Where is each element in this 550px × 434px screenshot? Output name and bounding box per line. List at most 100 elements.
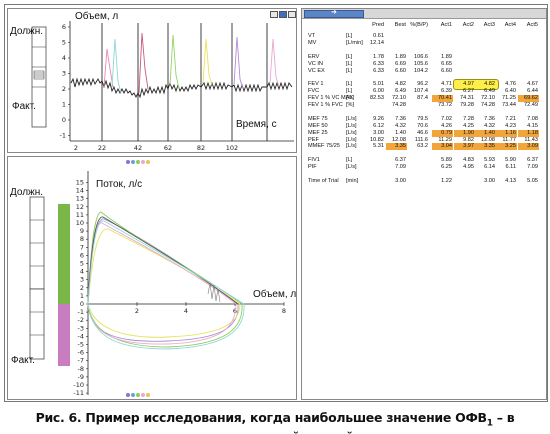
table-cell: 1.40	[484, 129, 495, 136]
fv-ytick-label: -1	[78, 308, 84, 316]
vt-xtick-label: 102	[226, 144, 238, 152]
fv-xlabel: Объем, л	[253, 288, 296, 300]
curve-selector-6[interactable]	[126, 393, 130, 397]
curve-selector-7[interactable]	[131, 393, 135, 397]
table-cell: 6.27	[463, 88, 474, 95]
table-cell: 4.67	[527, 81, 538, 88]
out-of-range-highlight	[454, 143, 475, 151]
table-cell: 4.82	[484, 81, 495, 88]
table-cell: 5.93	[484, 157, 495, 164]
table-cell: 6.69	[395, 60, 406, 67]
table-cell: 104.2	[414, 67, 428, 74]
table-cell: 79.28	[460, 102, 474, 108]
table-cell: 4.23	[505, 122, 516, 129]
close-view-button[interactable]	[288, 11, 296, 18]
table-cell: 1.18	[527, 129, 538, 136]
flow-volume-panel: 15 14 13 12 11 10 9 8 7 6 5 4 3 2 1 0 -1 -2 -3 -4 -5 -6 -7 -8 -9…	[7, 156, 297, 400]
pred-green-bar	[58, 204, 70, 304]
table-param-label: Time of Trial	[308, 177, 339, 184]
fv-ytick-label: 13	[76, 195, 84, 203]
table-menu-button[interactable]: ➜	[304, 9, 364, 18]
table-cell: 4.71	[441, 81, 452, 88]
curve-selector-4[interactable]	[141, 160, 145, 164]
vt-ytick-label: 4	[62, 54, 66, 62]
table-cell: 82.53	[370, 95, 384, 102]
table-cell: 6.12	[373, 122, 384, 129]
out-of-range-highlight	[386, 143, 407, 151]
fv-ytick-label: 11	[76, 211, 84, 219]
fv-ytick-label: -6	[78, 349, 84, 357]
zoom-in-button[interactable]	[279, 11, 287, 18]
table-cell: 9.82	[463, 136, 474, 143]
curve-selector-1[interactable]	[126, 160, 130, 164]
vt-act-label: Факт.	[12, 101, 36, 112]
table-cell: 6.33	[373, 60, 384, 67]
table-cell: 0.61	[373, 33, 384, 39]
vt-xtick-label: 82	[197, 144, 205, 152]
table-cell: 74.31	[460, 95, 474, 102]
table-cell: 6.11	[505, 164, 516, 171]
table-cell: 70.41	[438, 95, 452, 102]
curve-selector-5[interactable]	[146, 160, 150, 164]
table-unit-label: [L]	[346, 53, 353, 60]
vt-ytick-label: -1	[60, 132, 66, 140]
vt-ytick-label: 2	[62, 85, 66, 93]
table-cell: 4.25	[463, 122, 474, 129]
table-cell: 6.39	[441, 88, 452, 95]
table-header-act4: Act4	[504, 22, 516, 28]
table-cell: 1.90	[463, 129, 474, 136]
table-cell: 6.33	[373, 67, 384, 74]
table-cell: 7.36	[395, 115, 406, 122]
act-pink-bar	[58, 304, 70, 366]
table-cell: 3.00	[484, 177, 495, 184]
table-header-act5: Act5	[526, 22, 538, 28]
fv-ytick-label: -5	[78, 341, 84, 349]
table-cell: 73.44	[502, 102, 516, 108]
out-of-range-highlight	[454, 129, 475, 137]
table-cell: 11.43	[524, 136, 538, 143]
table-param-label: MV	[308, 39, 317, 46]
table-cell: 106.6	[414, 53, 428, 60]
table-cell: 6.14	[484, 164, 495, 171]
table-unit-label: [L]	[346, 81, 353, 88]
curve-selector-8[interactable]	[136, 393, 140, 397]
table-param-label: FVC	[308, 88, 320, 95]
vt-xtick-label: 42	[134, 144, 142, 152]
curve-selector-9[interactable]	[141, 393, 145, 397]
vt-xlabel: Время, с	[236, 119, 277, 130]
curve-selector-3[interactable]	[136, 160, 140, 164]
table-cell: 11.29	[438, 136, 452, 143]
table-unit-label: [L/s]	[346, 136, 357, 143]
out-of-range-highlight	[518, 129, 539, 137]
out-of-range-highlight	[518, 143, 539, 151]
fv-xtick-label: 6	[233, 307, 237, 315]
curve-selector-2[interactable]	[131, 160, 135, 164]
fv-ytick-label: 15	[76, 179, 84, 187]
out-of-range-highlight	[432, 129, 453, 137]
table-cell: 1.89	[395, 53, 406, 60]
table-cell: 63.2	[417, 143, 428, 150]
zoom-out-button[interactable]	[270, 11, 278, 18]
table-unit-label: [L/s]	[346, 164, 357, 171]
table-cell: 46.6	[417, 129, 428, 136]
table-cell: 7.28	[463, 115, 474, 122]
curve-selector-10[interactable]	[146, 393, 150, 397]
out-of-range-highlight	[496, 129, 517, 137]
table-param-label: VC EX	[308, 67, 325, 74]
table-unit-label: [L/s]	[346, 143, 357, 150]
table-cell: 7.36	[484, 115, 495, 122]
fv-ytick-label: 14	[76, 187, 84, 195]
table-cell: 7.09	[395, 164, 406, 171]
table-param-label: FEV 1 % FVC	[308, 102, 343, 108]
table-cell: 87.4	[417, 95, 428, 102]
vt-ytick-label: 5	[62, 39, 66, 47]
table-unit-label: [%]	[346, 102, 355, 108]
table-header-act2: Act2	[462, 22, 474, 28]
table-cell: 4.95	[463, 164, 474, 171]
table-header-pred: Pred	[372, 22, 384, 28]
table-cell: 6.60	[395, 67, 406, 74]
table-header-act3: Act3	[483, 22, 495, 28]
table-cell: 72.10	[481, 95, 495, 102]
table-cell: 6.25	[441, 164, 452, 171]
table-cell: 107.4	[414, 88, 428, 95]
